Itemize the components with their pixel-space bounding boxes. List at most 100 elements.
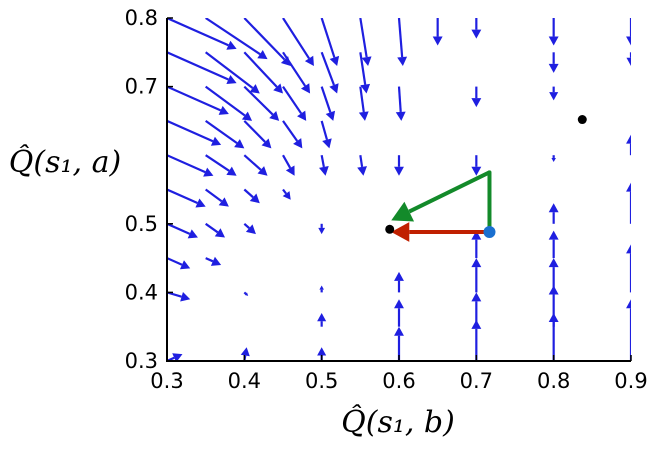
field-arrow [167, 222, 198, 239]
arrow-shaft [243, 85, 274, 116]
field-arrow [282, 85, 307, 121]
arrow-head [358, 111, 369, 121]
field-arrow [205, 256, 222, 266]
field-arrow [626, 299, 631, 361]
arrow-head [626, 57, 631, 67]
arrow-shaft [205, 18, 261, 56]
arrow-shaft [359, 52, 367, 85]
field-arrow [167, 154, 214, 177]
field-arrow [205, 85, 253, 121]
arrow-shaft [243, 120, 266, 143]
arrow-head [325, 110, 336, 121]
field-arrow [397, 18, 408, 67]
arrow-shaft [282, 188, 287, 195]
arrow-head [261, 138, 272, 149]
arrow-shaft [320, 86, 332, 113]
field-arrow [167, 85, 229, 115]
arrow-head [319, 285, 324, 290]
arrow-head [471, 319, 482, 329]
arrow-head [249, 193, 260, 204]
arrow-head [241, 111, 253, 121]
field-arrow [167, 188, 206, 208]
arrow-head [626, 36, 631, 46]
y-axis-ticks: 0.3 0.4 0.5 0.7 0.8 [125, 6, 173, 373]
arrow-head [318, 227, 326, 235]
field-arrow [471, 86, 482, 108]
field-arrow [548, 18, 559, 46]
arrow-shaft [320, 18, 336, 58]
field-arrow [551, 155, 556, 163]
arrow-head [548, 312, 559, 322]
arrow-head [297, 110, 307, 121]
green-arrow [391, 170, 492, 235]
field-arrow [243, 291, 249, 296]
arrow-shaft [243, 154, 262, 171]
arrow-head [471, 292, 482, 302]
arrow-head [195, 198, 206, 208]
arrow-head [180, 291, 191, 302]
field-arrow [471, 155, 482, 176]
field-arrow [394, 299, 404, 327]
arrow-head [317, 312, 327, 322]
arrow-shaft [243, 222, 250, 229]
arrow-shaft [243, 291, 247, 295]
arrow-shaft [408, 170, 491, 214]
field-arrow [167, 257, 191, 270]
x-tick-label: 0.5 [305, 369, 338, 393]
arrow-shaft [243, 18, 286, 61]
arrow-head [203, 167, 214, 177]
field-arrow [167, 119, 222, 146]
field-arrow [205, 51, 260, 94]
arrow-head [548, 203, 559, 213]
x-axis-ticks: 0.3 0.4 0.5 0.6 0.7 0.8 0.9 [150, 355, 648, 393]
field-arrow [243, 188, 260, 204]
arrow-head [361, 56, 372, 67]
arrow-head [249, 84, 260, 94]
y-axis-title: Q̂(s₁, a) [9, 145, 121, 180]
current-point [483, 226, 496, 239]
arrow-shaft [359, 18, 368, 58]
field-arrow [317, 312, 327, 327]
arrow-shaft [320, 154, 325, 168]
field-arrow [282, 51, 311, 94]
field-arrow [243, 120, 272, 149]
field-arrow [548, 312, 559, 361]
arrow-shaft [205, 85, 246, 117]
arrow-head [391, 201, 415, 222]
arrow-shaft [282, 51, 307, 87]
y-tick-label: 0.4 [125, 280, 158, 304]
arrow-head [548, 36, 559, 46]
arrow-shaft [167, 188, 198, 205]
arrow-head [626, 299, 631, 309]
arrow-head [210, 256, 222, 266]
arrow-head [394, 299, 404, 309]
arrow-head [226, 40, 237, 50]
field-arrow [358, 86, 369, 121]
field-arrow [282, 154, 295, 176]
arrow-head [285, 165, 295, 176]
field-arrow [548, 52, 559, 73]
field-arrow [548, 230, 559, 259]
arrow-head [551, 157, 556, 163]
arrow-shaft [167, 222, 191, 235]
x-tick-label: 0.4 [228, 369, 261, 393]
field-arrow [205, 188, 229, 207]
field-arrow [548, 203, 559, 224]
field-arrow [282, 188, 291, 200]
field-arrow [394, 155, 404, 176]
field-arrow [471, 319, 482, 361]
field-arrow [357, 155, 367, 176]
arrow-head [395, 111, 406, 121]
arrow-head [273, 83, 283, 94]
arrow-shaft [205, 222, 219, 234]
arrow-head [179, 260, 191, 270]
field-arrow [359, 18, 372, 67]
arrow-head [432, 36, 443, 46]
arrow-head [549, 92, 559, 101]
field-arrow [205, 222, 225, 238]
arrow-head [397, 56, 408, 67]
arrow-head [317, 347, 327, 356]
red-arrow [391, 222, 490, 242]
x-tick-label: 0.9 [614, 369, 647, 393]
